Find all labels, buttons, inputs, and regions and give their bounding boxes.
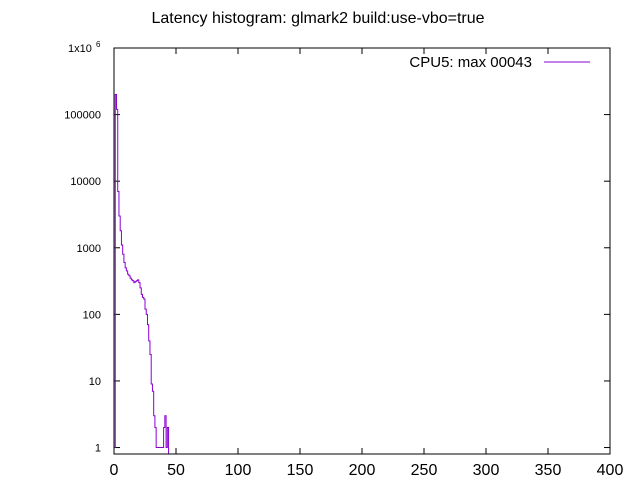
x-tick-label: 300 (473, 462, 500, 479)
series-line (113, 94, 170, 454)
x-tick-label: 150 (287, 462, 314, 479)
plot-frame (113, 47, 611, 455)
y-tick-label-top-exponent: 6 (96, 40, 101, 49)
y-tick-label: 10000 (70, 176, 101, 188)
y-tick-label: 1000 (77, 243, 101, 255)
x-tick-label: 200 (349, 462, 376, 479)
y-tick-label: 1 (95, 443, 101, 455)
series-layer (113, 94, 170, 454)
x-tick-label: 100 (225, 462, 252, 479)
x-axis: 0 50 100 150 200 250 300 350 400 (110, 48, 624, 479)
x-tick-label: 400 (597, 462, 624, 479)
x-tick-label: 250 (411, 462, 438, 479)
legend-label: CPU5: max 00043 (409, 54, 532, 71)
y-tick-label-top: 1x10 (68, 43, 92, 55)
y-tick-label: 10 (89, 376, 101, 388)
x-tick-label: 350 (535, 462, 562, 479)
y-tick-label: 100 (83, 309, 101, 321)
chart-title: Latency histogram: glmark2 build:use-vbo… (151, 10, 484, 27)
legend: CPU5: max 00043 (409, 54, 590, 71)
y-tick-label: 100000 (64, 110, 101, 122)
x-tick-label: 50 (167, 462, 185, 479)
y-axis: 1 10 100 1000 10000 100000 1x10 6 (64, 40, 610, 455)
x-tick-label: 0 (110, 462, 119, 479)
